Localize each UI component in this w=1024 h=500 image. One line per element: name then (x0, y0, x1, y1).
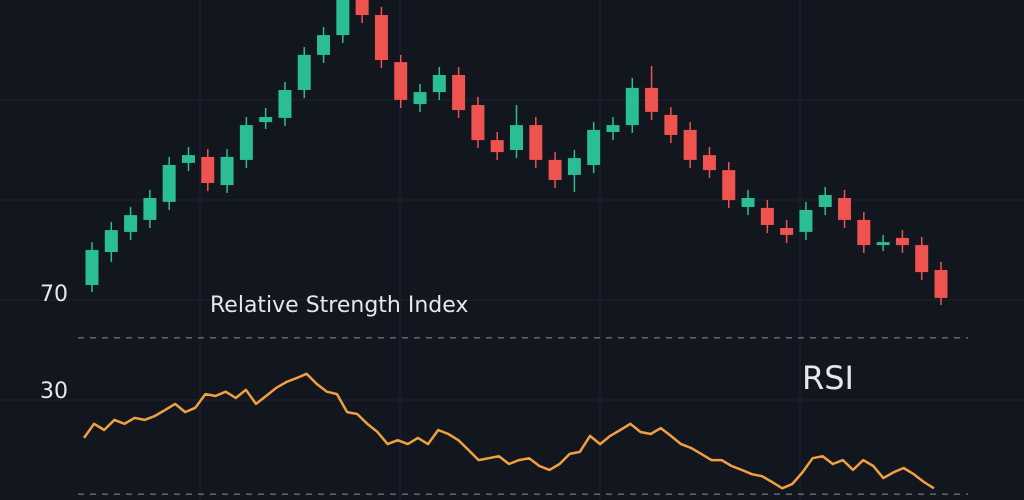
candle-body (104, 230, 118, 252)
candle-body (490, 140, 504, 153)
candle-body (722, 170, 736, 201)
candle-body (413, 92, 427, 105)
candle-body (587, 129, 601, 165)
candle-body (471, 105, 485, 141)
candle-body (741, 198, 755, 207)
candle-body (452, 75, 466, 111)
candle-body (510, 125, 523, 150)
candle-body (220, 156, 234, 186)
rsi-annotation: RSI (802, 359, 854, 397)
candle-body (259, 117, 273, 123)
rsi-title: Relative Strength Index (210, 293, 468, 318)
candle-body (374, 15, 388, 60)
candle-body (838, 198, 852, 220)
y-tick-label: 70 (40, 282, 68, 307)
candle-body (143, 198, 157, 220)
candle-body (336, 0, 350, 36)
candle-body (780, 228, 794, 235)
candle-body (548, 159, 562, 180)
candle-body (799, 210, 813, 232)
candle-body (529, 125, 543, 160)
candle-body (567, 158, 581, 175)
candle-body (85, 249, 99, 285)
candle-body (297, 54, 311, 90)
candle-body (278, 90, 292, 118)
rsi-line (82, 372, 935, 490)
candle-body (201, 156, 215, 183)
candle-body (355, 0, 369, 15)
candle-body (645, 87, 659, 112)
candle-body (857, 219, 871, 246)
candle-body (915, 245, 929, 273)
candle-body (664, 114, 678, 135)
candle-body (934, 270, 948, 298)
candle-body (760, 207, 774, 225)
candle-body (702, 155, 716, 171)
candle-body (625, 87, 639, 126)
candle-body (394, 62, 408, 100)
candle-body (683, 129, 697, 160)
candle-body (317, 35, 331, 55)
candle-body (895, 237, 909, 246)
candle-body (606, 125, 620, 132)
y-tick-label: 30 (40, 379, 68, 404)
candle-body (181, 155, 195, 163)
candle-body (818, 195, 832, 207)
candle-body (162, 165, 176, 202)
candle-body (432, 75, 446, 93)
candle-body (124, 215, 138, 232)
candle-body (876, 242, 890, 246)
candle-body (239, 125, 253, 160)
